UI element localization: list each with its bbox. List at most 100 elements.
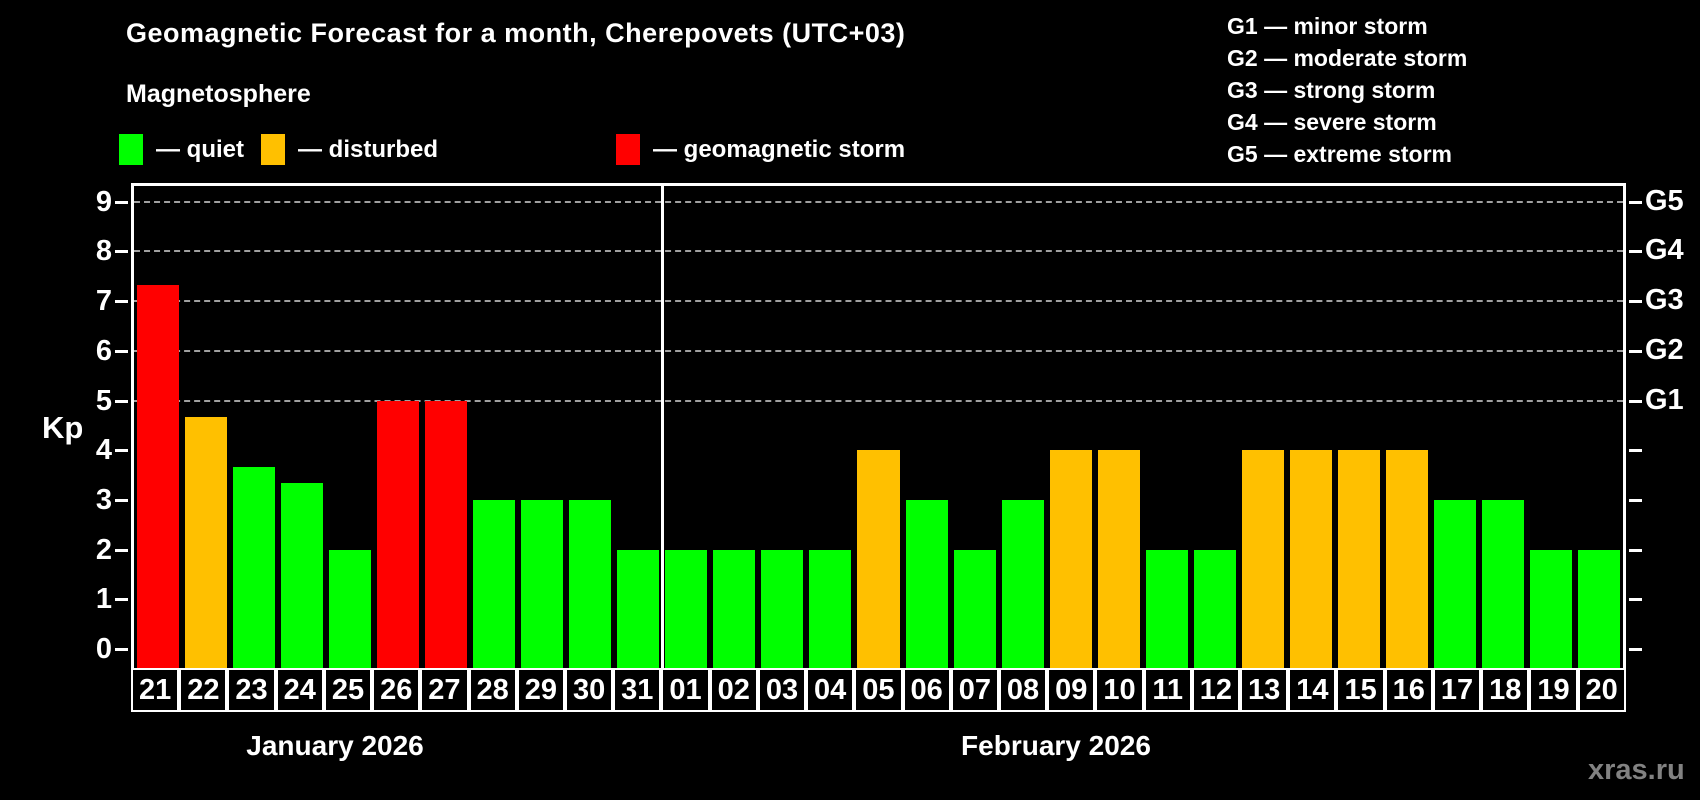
- y-tick-label: 7: [95, 285, 112, 318]
- g-axis-label: G5: [1645, 184, 1684, 217]
- kp-bar-06: [905, 499, 948, 668]
- kp-bar-01: [665, 549, 708, 668]
- g-axis-label: G3: [1645, 284, 1684, 317]
- y-tick-label: 2: [95, 533, 112, 566]
- left-axis-tick: [115, 648, 128, 651]
- day-label-cell-18: 18: [1481, 668, 1530, 712]
- day-label-cell-08: 08: [998, 668, 1048, 712]
- day-label-cell-10: 10: [1095, 668, 1144, 712]
- y-tick-label: 4: [95, 434, 112, 467]
- g-axis-label: G4: [1645, 234, 1684, 267]
- day-label-cell-26: 26: [372, 668, 421, 712]
- kp-bar-19: [1529, 549, 1572, 668]
- legend-label-quiet: — quiet: [156, 135, 244, 163]
- left-axis-tick: [115, 548, 128, 552]
- kp-bar-12: [1193, 549, 1236, 668]
- left-axis-tick: [115, 349, 128, 353]
- kp-bar-22: [185, 416, 228, 668]
- kp-bar-30: [569, 499, 612, 668]
- kp-bar-15: [1337, 450, 1380, 668]
- kp-bar-23: [233, 466, 276, 668]
- day-label-cell-24: 24: [275, 668, 324, 712]
- kp-bar-28: [473, 499, 516, 668]
- day-label-cell-05: 05: [854, 668, 903, 712]
- g-legend-line-1: G1 — minor storm: [1227, 13, 1428, 39]
- right-axis-tick: [1629, 648, 1642, 651]
- storm-color-swatch: [616, 133, 640, 165]
- magnetosphere-label: Magnetosphere: [126, 80, 311, 108]
- left-axis-tick: [115, 399, 128, 403]
- left-axis-tick: [115, 498, 128, 502]
- day-label-cell-14: 14: [1288, 668, 1337, 712]
- kp-bar-31: [617, 549, 660, 668]
- month-label-february: February 2026: [961, 730, 1151, 761]
- month-divider: [660, 186, 664, 668]
- kp-bar-11: [1145, 549, 1188, 668]
- right-axis-tick: [1629, 399, 1642, 403]
- day-label-cell-28: 28: [468, 668, 517, 712]
- day-label-cell-30: 30: [564, 668, 614, 712]
- kp-bar-05: [857, 450, 900, 668]
- right-axis-tick: [1629, 498, 1642, 502]
- kp-bar-27: [425, 400, 468, 668]
- kp-bar-20: [1577, 549, 1620, 668]
- kp-axis-label: Kp: [42, 410, 84, 445]
- day-label-cell-04: 04: [806, 668, 855, 712]
- kp-bar-16: [1385, 450, 1428, 668]
- legend-item-storm: — geomagnetic storm: [616, 133, 905, 165]
- kp-bar-02: [713, 549, 756, 668]
- gridline-kp5: [134, 399, 1623, 402]
- kp-bar-26: [377, 400, 420, 668]
- g-axis-label: G1: [1645, 383, 1684, 416]
- day-label-row: 21 22 23 24 25 26 27 28 29 30 31 01 02 03 04 05 06 07 08 09…: [131, 668, 1626, 712]
- kp-bar-14: [1289, 450, 1332, 668]
- right-axis-tick: [1629, 349, 1642, 353]
- quiet-color-swatch: [119, 133, 143, 165]
- watermark-text: xras.ru: [1588, 754, 1685, 786]
- y-tick-label: 0: [95, 633, 112, 665]
- day-label-cell-25: 25: [323, 668, 373, 712]
- day-label-cell-31: 31: [613, 668, 662, 712]
- right-axis-tick: [1629, 449, 1642, 453]
- kp-bar-25: [329, 549, 372, 668]
- kp-bar-13: [1241, 450, 1284, 668]
- g-scale-legend: G1 — minor storm G2 — moderate storm G3 — …: [1227, 10, 1467, 170]
- y-tick-label: 1: [95, 583, 112, 616]
- day-label-cell-13: 13: [1240, 668, 1289, 712]
- y-tick-label: 3: [95, 483, 112, 516]
- gridline-kp8: [134, 250, 1623, 253]
- gridline-kp7: [134, 300, 1623, 303]
- g-legend-line-3: G3 — strong storm: [1227, 77, 1436, 103]
- day-label-cell-19: 19: [1529, 668, 1578, 712]
- kp-bar-10: [1097, 450, 1140, 668]
- plot-area: 0 1 2 3 4 5 6 7 8 9 G1 G2 G3 G4 G5: [96, 183, 1684, 668]
- disturbed-color-swatch: [261, 133, 285, 165]
- left-axis-tick: [115, 250, 128, 254]
- page-title: Geomagnetic Forecast for a month, Cherep…: [126, 18, 906, 48]
- day-label-cell-20: 20: [1577, 668, 1626, 712]
- kp-bar-29: [521, 499, 564, 668]
- right-axis-tick: [1629, 598, 1642, 602]
- left-axis-tick: [115, 300, 128, 304]
- day-label-cell-27: 27: [420, 668, 469, 712]
- kp-bar-09: [1049, 450, 1092, 668]
- right-axis-tick: [1629, 300, 1642, 304]
- day-label-cell-21: 21: [131, 668, 180, 712]
- legend-label-storm: — geomagnetic storm: [653, 135, 906, 163]
- day-label-cell-03: 03: [757, 668, 807, 712]
- left-axis-tick: [115, 449, 128, 453]
- legend-item-disturbed: — disturbed: [261, 133, 438, 165]
- day-label-cell-02: 02: [709, 668, 758, 712]
- kp-bar-21: [137, 284, 180, 668]
- day-label-cell-12: 12: [1191, 668, 1241, 712]
- right-axis-tick: [1629, 200, 1642, 204]
- day-label-cell-17: 17: [1432, 668, 1482, 712]
- left-axis-tick: [115, 598, 128, 602]
- left-axis-tick: [115, 200, 128, 204]
- day-label-cell-09: 09: [1047, 668, 1096, 712]
- kp-bar-07: [953, 549, 996, 668]
- gridline-kp6: [134, 349, 1623, 352]
- legend-label-disturbed: — disturbed: [298, 135, 439, 163]
- kp-bar-04: [809, 549, 852, 668]
